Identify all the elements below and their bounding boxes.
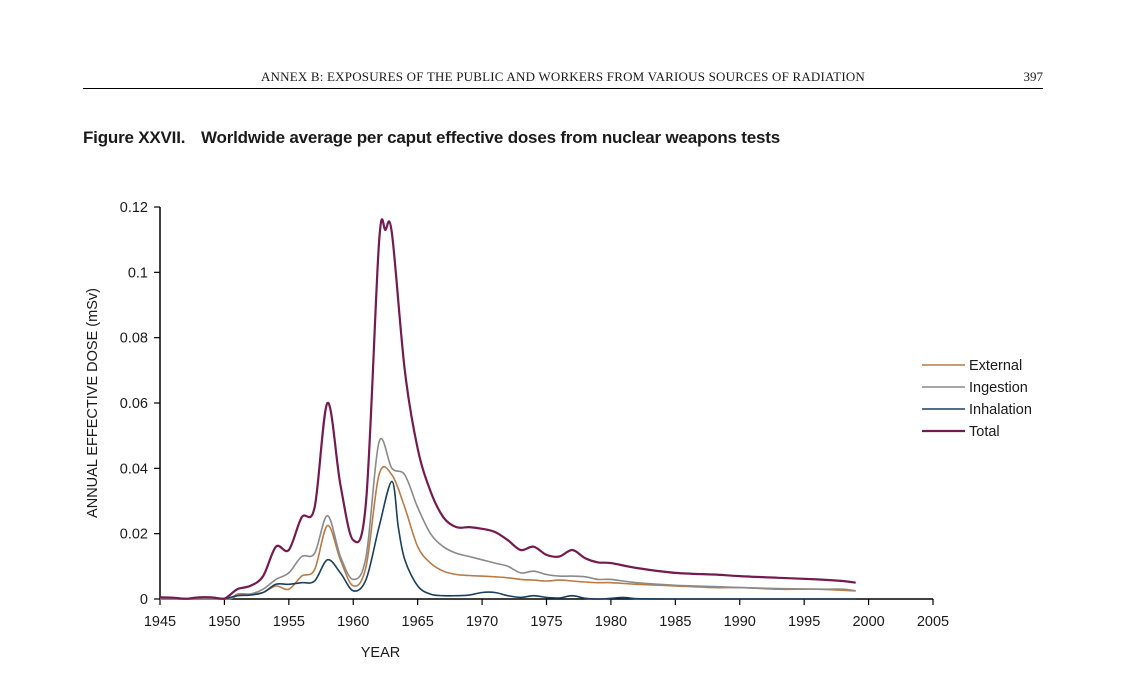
- series-line-total: [159, 218, 856, 600]
- y-tick-label: 0.06: [120, 396, 148, 412]
- series-line-ingestion: [160, 438, 856, 600]
- figure-title: Worldwide average per caput effective do…: [201, 128, 780, 147]
- x-tick-label: 1970: [466, 614, 498, 630]
- x-tick-label: 1995: [788, 614, 820, 630]
- y-tick-label: 0.08: [120, 331, 148, 347]
- x-axis-label: YEAR: [361, 645, 401, 661]
- y-tick-label: 0: [140, 592, 148, 608]
- y-tick-label: 0.02: [120, 527, 148, 543]
- x-tick-label: 1965: [402, 614, 434, 630]
- y-tick-label: 0.12: [120, 200, 148, 216]
- x-tick-label: 1950: [208, 614, 240, 630]
- x-tick-label: 1955: [273, 614, 305, 630]
- legend-label-total: Total: [969, 424, 1000, 440]
- x-tick-label: 1975: [530, 614, 562, 630]
- x-tick-label: 1980: [595, 614, 627, 630]
- y-tick-label: 0.1: [128, 265, 148, 281]
- series-line-inhalation: [159, 480, 856, 600]
- running-title: ANNEX B: EXPOSURES OF THE PUBLIC AND WOR…: [260, 69, 866, 84]
- figure-label: Figure XXVII.: [83, 128, 186, 147]
- page-number: 397: [1023, 69, 1044, 84]
- legend-label-external: External: [969, 358, 1022, 374]
- series-line-external: [160, 465, 856, 600]
- x-tick-label: 2005: [917, 614, 949, 630]
- y-axis-label: ANNUAL EFFECTIVE DOSE (mSv): [85, 288, 101, 518]
- y-tick-label: 0.04: [120, 461, 148, 477]
- x-tick-label: 1945: [144, 614, 176, 630]
- legend-label-ingestion: Ingestion: [969, 380, 1028, 396]
- figure-caption: Figure XXVII. Worldwide average per caput…: [83, 128, 780, 148]
- x-tick-label: 1960: [337, 614, 369, 630]
- running-header: ANNEX B: EXPOSURES OF THE PUBLIC AND WOR…: [83, 68, 1043, 89]
- legend-label-inhalation: Inhalation: [969, 402, 1032, 418]
- x-tick-label: 2000: [852, 614, 884, 630]
- x-tick-label: 1990: [724, 614, 756, 630]
- x-tick-label: 1985: [659, 614, 691, 630]
